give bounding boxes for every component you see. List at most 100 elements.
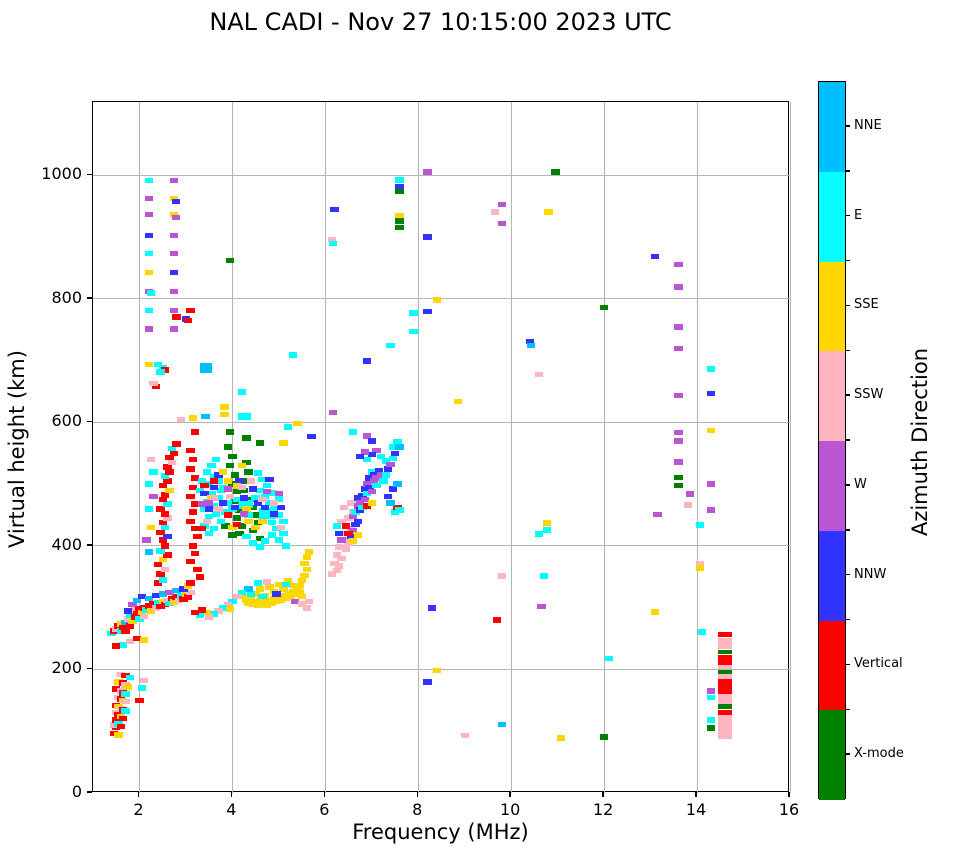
echo-point — [335, 530, 344, 537]
echo-point — [409, 310, 418, 316]
y-tick-mark — [87, 667, 92, 670]
echo-point — [209, 484, 218, 491]
echo-point — [218, 604, 228, 611]
echo-point — [493, 617, 502, 623]
echo-point — [367, 469, 376, 475]
echo-point — [290, 598, 300, 605]
echo-point — [251, 524, 260, 531]
echo-point — [204, 506, 214, 512]
echo-point — [599, 304, 609, 311]
echo-point — [149, 380, 158, 387]
echo-point — [165, 487, 174, 494]
y-tick-label: 0 — [71, 782, 82, 801]
echo-point — [274, 490, 284, 497]
colorbar-segment-x-mode — [819, 710, 845, 800]
echo-point — [362, 490, 372, 497]
colorbar-center-tick — [846, 663, 850, 666]
echo-point — [123, 684, 133, 690]
echo-point — [706, 725, 716, 731]
echo-point — [372, 482, 381, 489]
echo-point — [374, 467, 383, 474]
echo-point — [223, 512, 232, 518]
echo-point — [142, 537, 151, 543]
echo-point — [211, 511, 221, 517]
echo-point — [332, 523, 342, 529]
echo-point — [353, 503, 363, 509]
echo-point — [223, 478, 232, 484]
echo-point — [253, 580, 263, 586]
echo-point — [195, 612, 205, 618]
echo-point — [717, 684, 732, 690]
echo-point — [696, 560, 705, 567]
echo-point — [204, 513, 214, 520]
echo-point — [151, 592, 160, 599]
echo-point — [281, 543, 290, 549]
echo-point — [244, 586, 253, 592]
echo-point — [195, 487, 205, 494]
echo-point — [256, 535, 265, 542]
echo-point — [267, 600, 277, 606]
echo-point — [395, 183, 404, 190]
echo-point — [330, 206, 339, 213]
colorbar-segment-vertical — [819, 620, 845, 711]
colorbar-category-label: SSW — [854, 387, 884, 403]
x-axis-label: Frequency (MHz) — [352, 820, 529, 844]
echo-point — [260, 538, 270, 544]
echo-point — [235, 478, 244, 484]
echo-point — [218, 484, 228, 491]
echo-point — [674, 284, 683, 291]
y-tick-label: 600 — [51, 411, 82, 431]
echo-point — [274, 496, 284, 502]
echo-point — [258, 593, 267, 600]
echo-point — [339, 504, 349, 511]
echo-point — [267, 490, 277, 496]
echo-point — [390, 450, 400, 457]
echo-point — [717, 679, 732, 685]
echo-point — [200, 506, 209, 512]
echo-point — [116, 723, 126, 730]
echo-point — [156, 571, 165, 577]
y-tick-mark — [87, 173, 92, 176]
echo-point — [346, 533, 356, 540]
echo-point — [383, 493, 393, 500]
echo-point — [128, 618, 137, 625]
echo-point — [270, 499, 279, 506]
echo-point — [337, 537, 346, 543]
echo-point — [307, 433, 316, 440]
echo-point — [119, 715, 128, 722]
echo-point — [135, 616, 144, 622]
x-gridline — [789, 102, 791, 793]
colorbar-title: Azimuth Direction — [908, 347, 932, 537]
echo-point — [706, 427, 716, 434]
echo-point — [165, 454, 174, 461]
y-tick-mark — [87, 297, 92, 299]
x-tick-label: 16 — [778, 800, 800, 819]
echo-point — [367, 451, 376, 458]
colorbar-segment-nnw — [819, 530, 845, 621]
echo-point — [207, 462, 216, 469]
echo-point — [209, 495, 218, 501]
y-axis-label: Virtual height (km) — [5, 350, 29, 548]
echo-point — [232, 488, 242, 495]
echo-point — [228, 481, 237, 487]
echo-point — [193, 566, 202, 573]
echo-point — [158, 519, 167, 526]
echo-point — [244, 512, 253, 518]
echo-point — [265, 476, 274, 483]
echo-point — [181, 591, 191, 597]
echo-point — [674, 345, 683, 352]
echo-point — [151, 604, 160, 611]
echo-point — [497, 721, 507, 728]
echo-point — [372, 447, 381, 454]
echo-point — [160, 543, 170, 549]
echo-point — [144, 232, 153, 239]
echo-point — [167, 595, 177, 602]
echo-point — [335, 562, 344, 569]
echo-point — [204, 614, 214, 620]
echo-point — [717, 699, 732, 705]
echo-point — [200, 490, 209, 497]
echo-point — [204, 499, 214, 506]
colorbar-boundary-tick — [846, 708, 850, 710]
echo-point — [109, 730, 119, 737]
echo-point — [186, 518, 195, 525]
